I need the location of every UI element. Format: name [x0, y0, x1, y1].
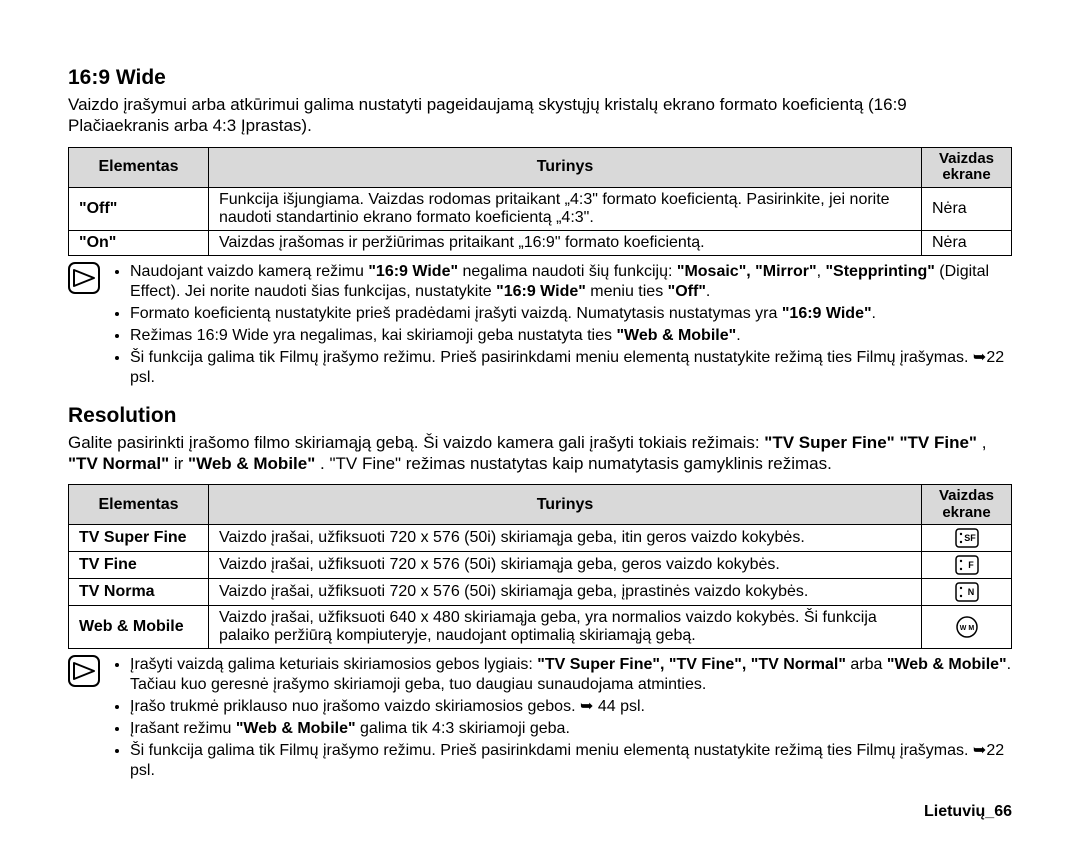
cell: "Off" — [69, 187, 209, 230]
cell: Nėra — [922, 230, 1012, 255]
section1-intro: Vaizdo įrašymui arba atkūrimui galima nu… — [68, 94, 1012, 137]
cell: Vaizdas įrašomas ir peržiūrimas pritaika… — [209, 230, 922, 255]
cell: TV Fine — [69, 552, 209, 579]
section1-title: 16:9 Wide — [68, 66, 1012, 90]
cell: Vaizdo įrašai, užfiksuoti 720 x 576 (50i… — [209, 525, 922, 552]
svg-text:F: F — [968, 560, 974, 570]
note-item: Formato koeficientą nustatykite prieš pr… — [130, 304, 1012, 324]
note-item: Ši funkcija galima tik Filmų įrašymo rež… — [130, 741, 1012, 781]
note-item: Režimas 16:9 Wide yra negalimas, kai ski… — [130, 326, 1012, 346]
cell: Funkcija išjungiama. Vaizdas rodomas pri… — [209, 187, 922, 230]
note-item: Naudojant vaizdo kamerą režimu "16:9 Wid… — [130, 262, 1012, 302]
table-row: Web & Mobile Vaizdo įrašai, užfiksuoti 6… — [69, 606, 1012, 649]
note-item: Įrašyti vaizdą galima keturiais skiriamo… — [130, 655, 1012, 695]
section1-table: Elementas Turinys Vaizdasekrane "Off" Fu… — [68, 147, 1012, 256]
section2-notes: Įrašyti vaizdą galima keturiais skiriamo… — [68, 655, 1012, 783]
cell: "On" — [69, 230, 209, 255]
page-footer: Lietuvių_66 — [68, 797, 1012, 821]
table-row: "Off" Funkcija išjungiama. Vaizdas rodom… — [69, 187, 1012, 230]
cell: Web & Mobile — [69, 606, 209, 649]
svg-text:N: N — [967, 587, 974, 597]
note-icon — [68, 262, 100, 390]
note-item: Įrašant režimu "Web & Mobile" galima tik… — [130, 719, 1012, 739]
section2-title: Resolution — [68, 404, 1012, 428]
table-row: "On" Vaizdas įrašomas ir peržiūrimas pri… — [69, 230, 1012, 255]
s1-h3: Vaizdasekrane — [922, 147, 1012, 187]
table-row: TV Super Fine Vaizdo įrašai, užfiksuoti … — [69, 525, 1012, 552]
svg-text:SF: SF — [964, 533, 976, 543]
cell: TV Super Fine — [69, 525, 209, 552]
s2-h3: Vaizdasekrane — [922, 485, 1012, 525]
cell: Vaizdo įrašai, užfiksuoti 720 x 576 (50i… — [209, 552, 922, 579]
s2-h2: Turinys — [209, 485, 922, 525]
section1-notes: Naudojant vaizdo kamerą režimu "16:9 Wid… — [68, 262, 1012, 390]
table-row: TV Norma Vaizdo įrašai, užfiksuoti 720 x… — [69, 579, 1012, 606]
s2-h1: Elementas — [69, 485, 209, 525]
note-item: Ši funkcija galima tik Filmų įrašymo rež… — [130, 348, 1012, 388]
svg-text:W M: W M — [959, 625, 974, 632]
table-row: TV Fine Vaizdo įrašai, užfiksuoti 720 x … — [69, 552, 1012, 579]
cell: TV Norma — [69, 579, 209, 606]
section2-table: Elementas Turinys Vaizdasekrane TV Super… — [68, 484, 1012, 649]
s1-h2: Turinys — [209, 147, 922, 187]
res-icon-f: F — [922, 552, 1012, 579]
note-item: Įrašo trukmė priklauso nuo įrašomo vaizd… — [130, 697, 1012, 717]
cell: Nėra — [922, 187, 1012, 230]
cell: Vaizdo įrašai, užfiksuoti 640 x 480 skir… — [209, 606, 922, 649]
note-icon — [68, 655, 100, 783]
res-icon-sf: SF — [922, 525, 1012, 552]
cell: Vaizdo įrašai, užfiksuoti 720 x 576 (50i… — [209, 579, 922, 606]
section2-intro: Galite pasirinkti įrašomo filmo skiriamą… — [68, 432, 1012, 475]
s1-h1: Elementas — [69, 147, 209, 187]
res-icon-wm: W M — [922, 606, 1012, 649]
res-icon-n: N — [922, 579, 1012, 606]
